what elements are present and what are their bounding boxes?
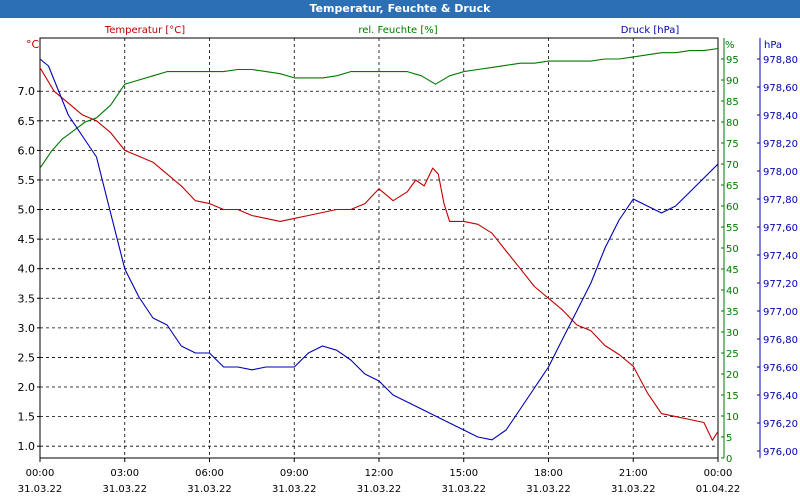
temp-unit-label: °C [26,38,40,51]
pressure-axis-title: Druck [hPa] [621,25,680,36]
pressure-tick-label: 978,00 [763,167,798,178]
pressure-tick-label: 978,40 [763,111,798,122]
temp-tick-label: 6.5 [18,115,36,128]
x-tick-time: 00:00 [704,468,733,479]
x-tick-date: 31.03.22 [357,484,402,495]
pressure-tick-label: 978,60 [763,83,798,94]
x-tick-date: 31.03.22 [187,484,232,495]
pressure-tick-label: 978,80 [763,55,798,66]
humidity-axis-title: rel. Feuchte [%] [358,25,437,36]
x-tick-date: 31.03.22 [102,484,147,495]
chart-title: Temperatur, Feuchte & Druck [0,0,800,18]
x-tick-time: 00:00 [26,468,55,479]
pressure-tick-label: 976,20 [763,419,798,430]
pressure-tick-label: 978,20 [763,139,798,150]
humidity-tick-label: 15 [726,391,739,402]
pressure-tick-label: 977,80 [763,195,798,206]
humidity-tick-label: 90 [726,76,739,87]
humidity-tick-label: 20 [726,370,739,381]
x-tick-time: 03:00 [110,468,139,479]
pressure-tick-label: 976,00 [763,447,798,458]
humidity-tick-label: 75 [726,139,739,150]
x-tick-date: 01.04.22 [696,484,741,495]
temp-tick-label: 4.0 [18,263,36,276]
x-tick-time: 21:00 [619,468,648,479]
humidity-tick-label: 30 [726,328,739,339]
x-tick-time: 12:00 [365,468,394,479]
x-tick-date: 31.03.22 [526,484,571,495]
humidity-tick-label: 40 [726,286,739,297]
pressure-tick-label: 977,00 [763,307,798,318]
x-tick-time: 18:00 [534,468,563,479]
temperature-series-line [39,67,719,441]
humidity-tick-label: 0 [726,454,732,465]
humidity-tick-label: 80 [726,118,739,129]
pressure-tick-label: 976,80 [763,335,798,346]
pressure-tick-label: 977,60 [763,223,798,234]
humidity-tick-label: 65 [726,181,739,192]
pressure-tick-label: 976,40 [763,391,798,402]
temp-tick-label: 5.0 [18,204,36,217]
temp-tick-label: 6.0 [18,144,36,157]
x-tick-date: 31.03.22 [272,484,317,495]
x-tick-time: 06:00 [195,468,224,479]
temp-tick-label: 5.5 [18,174,36,187]
temp-tick-label: 7.0 [18,85,36,98]
x-tick-time: 15:00 [449,468,478,479]
humidity-tick-label: 70 [726,160,739,171]
temp-tick-label: 2.0 [18,381,36,394]
temp-tick-label: 3.5 [18,292,36,305]
humidity-series-line [39,47,719,169]
temperature-axis-title: Temperatur [°C] [104,25,185,36]
temp-tick-label: 1.0 [18,440,36,453]
humidity-tick-label: 85 [726,97,739,108]
pressure-tick-label: 976,60 [763,363,798,374]
humidity-tick-label: 25 [726,349,739,360]
x-tick-date: 31.03.22 [611,484,656,495]
temp-tick-label: 1.5 [18,411,36,424]
humidity-tick-label: 95 [726,55,739,66]
temp-tick-label: 2.5 [18,351,36,364]
humidity-tick-label: 10 [726,412,739,423]
humidity-tick-label: 35 [726,307,739,318]
temp-tick-label: 4.5 [18,233,36,246]
humidity-tick-label: 5 [726,433,732,444]
humidity-unit-label: % [725,40,735,51]
pressure-unit-label: hPa [764,40,782,51]
pressure-tick-label: 977,40 [763,251,798,262]
x-tick-date: 31.03.22 [18,484,63,495]
humidity-tick-label: 60 [726,202,739,213]
x-tick-time: 09:00 [280,468,309,479]
humidity-tick-label: 55 [726,223,739,234]
temp-tick-label: 3.0 [18,322,36,335]
humidity-tick-label: 45 [726,265,739,276]
pressure-tick-label: 977,20 [763,279,798,290]
x-tick-date: 31.03.22 [441,484,486,495]
pressure-series-line [39,58,719,441]
humidity-tick-label: 50 [726,244,739,255]
